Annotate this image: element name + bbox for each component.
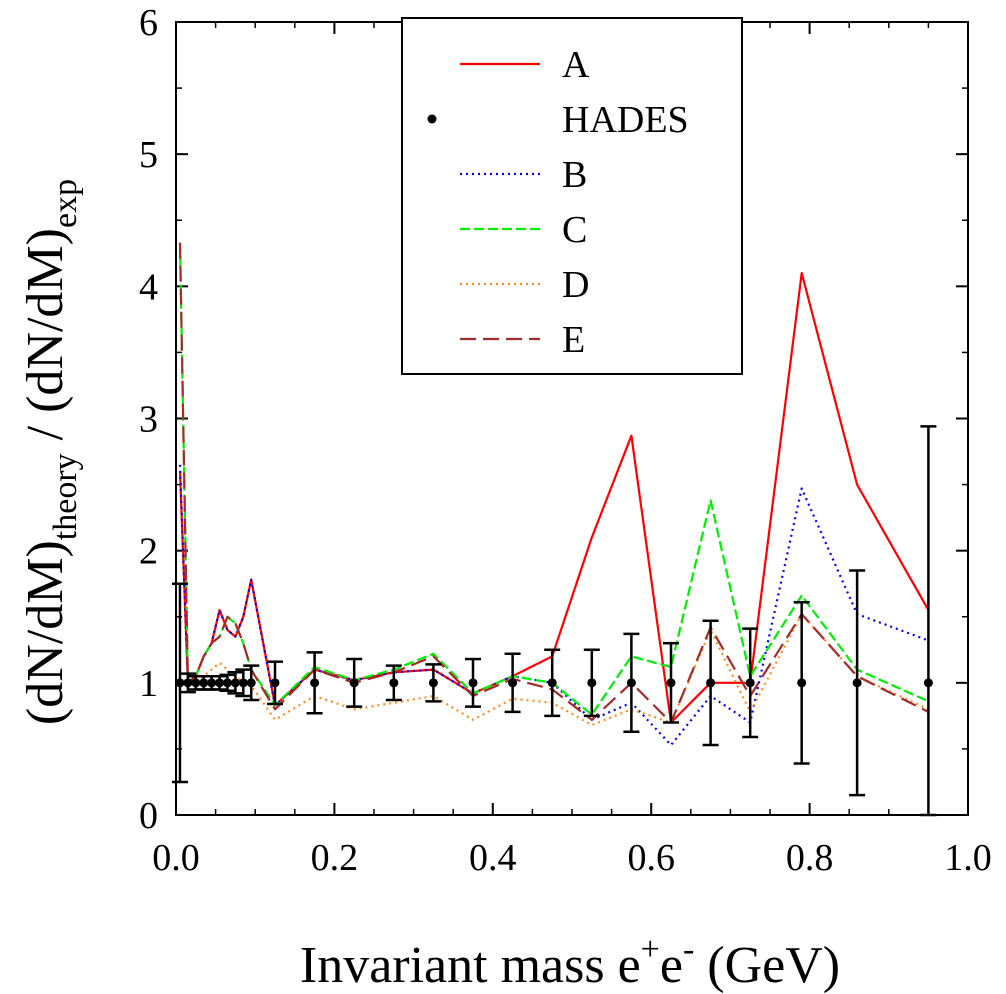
- x-axis-title-sup-plus: +: [641, 931, 660, 968]
- hades-point: [626, 678, 636, 688]
- hades-point: [389, 678, 399, 688]
- legend-box: [401, 17, 743, 375]
- hades-point: [666, 678, 676, 688]
- y-tick-label: 2: [139, 531, 158, 573]
- hades-point: [923, 678, 933, 688]
- hades-point: [230, 678, 240, 688]
- y-tick-label: 0: [139, 795, 158, 837]
- y-axis-title: (dN/dM)theory / (dN/dM)exp: [17, 179, 84, 725]
- x-tick-label: 1.0: [944, 837, 992, 879]
- series-line-e: [178, 242, 929, 724]
- hades-point: [238, 678, 248, 688]
- hades-point: [310, 678, 320, 688]
- hades-point: [349, 678, 359, 688]
- y-axis-title-sub-theory: theory: [47, 453, 84, 540]
- hades-point: [222, 678, 232, 688]
- hades-point: [508, 678, 518, 688]
- legend-label-a: A: [562, 44, 590, 86]
- legend-label-hades: HADES: [562, 99, 689, 141]
- hades-point: [547, 678, 557, 688]
- hades-point: [199, 678, 209, 688]
- hades-point: [175, 678, 185, 688]
- x-axis-title-tail: (GeV): [694, 937, 840, 994]
- x-tick-label: 0.8: [786, 837, 834, 879]
- hades-point: [270, 678, 280, 688]
- hades-point: [428, 678, 438, 688]
- x-axis-title-sup-minus: -: [683, 931, 694, 968]
- hades-point: [745, 678, 755, 688]
- y-axis-title-part-a: (dN/dM): [17, 540, 74, 725]
- hades-point: [191, 678, 201, 688]
- axis-ticks: 0.0 0.2 0.4 0.6 0.8 1.0 0 1 2 3 4 5 6: [139, 2, 992, 879]
- hades-point: [852, 678, 862, 688]
- hades-point: [706, 678, 716, 688]
- hades-point: [468, 678, 478, 688]
- series-layer: [178, 242, 930, 747]
- y-tick-label: 4: [139, 266, 158, 308]
- x-tick-label: 0.0: [152, 837, 200, 879]
- series-line-b: [178, 464, 929, 747]
- x-axis-title-base: Invariant mass e: [300, 937, 641, 994]
- hades-point: [183, 678, 193, 688]
- hades-point: [587, 678, 597, 688]
- y-tick-label: 5: [139, 134, 158, 176]
- x-axis-title: Invariant mass e+e- (GeV): [300, 931, 840, 994]
- legend-label-d: D: [562, 264, 589, 306]
- legend-swatch-hades: [427, 114, 437, 124]
- legend-label-b: B: [562, 154, 587, 196]
- hades-point: [246, 678, 256, 688]
- hades-point: [207, 678, 217, 688]
- x-tick-label: 0.6: [627, 837, 675, 879]
- y-tick-label: 3: [139, 399, 158, 441]
- y-tick-label: 1: [139, 663, 158, 705]
- hades-data-layer: [171, 425, 937, 817]
- y-axis-title-sub-exp: exp: [47, 179, 84, 228]
- y-tick-label: 6: [139, 2, 158, 44]
- x-tick-label: 0.4: [469, 837, 517, 879]
- x-tick-label: 0.2: [311, 837, 359, 879]
- hades-point: [215, 678, 225, 688]
- legend-label-e: E: [562, 319, 585, 361]
- hades-point: [797, 678, 807, 688]
- y-axis-title-part-b: / (dN/dM): [17, 228, 74, 453]
- x-axis-title-mid: e: [660, 937, 683, 994]
- legend-label-c: C: [562, 209, 587, 251]
